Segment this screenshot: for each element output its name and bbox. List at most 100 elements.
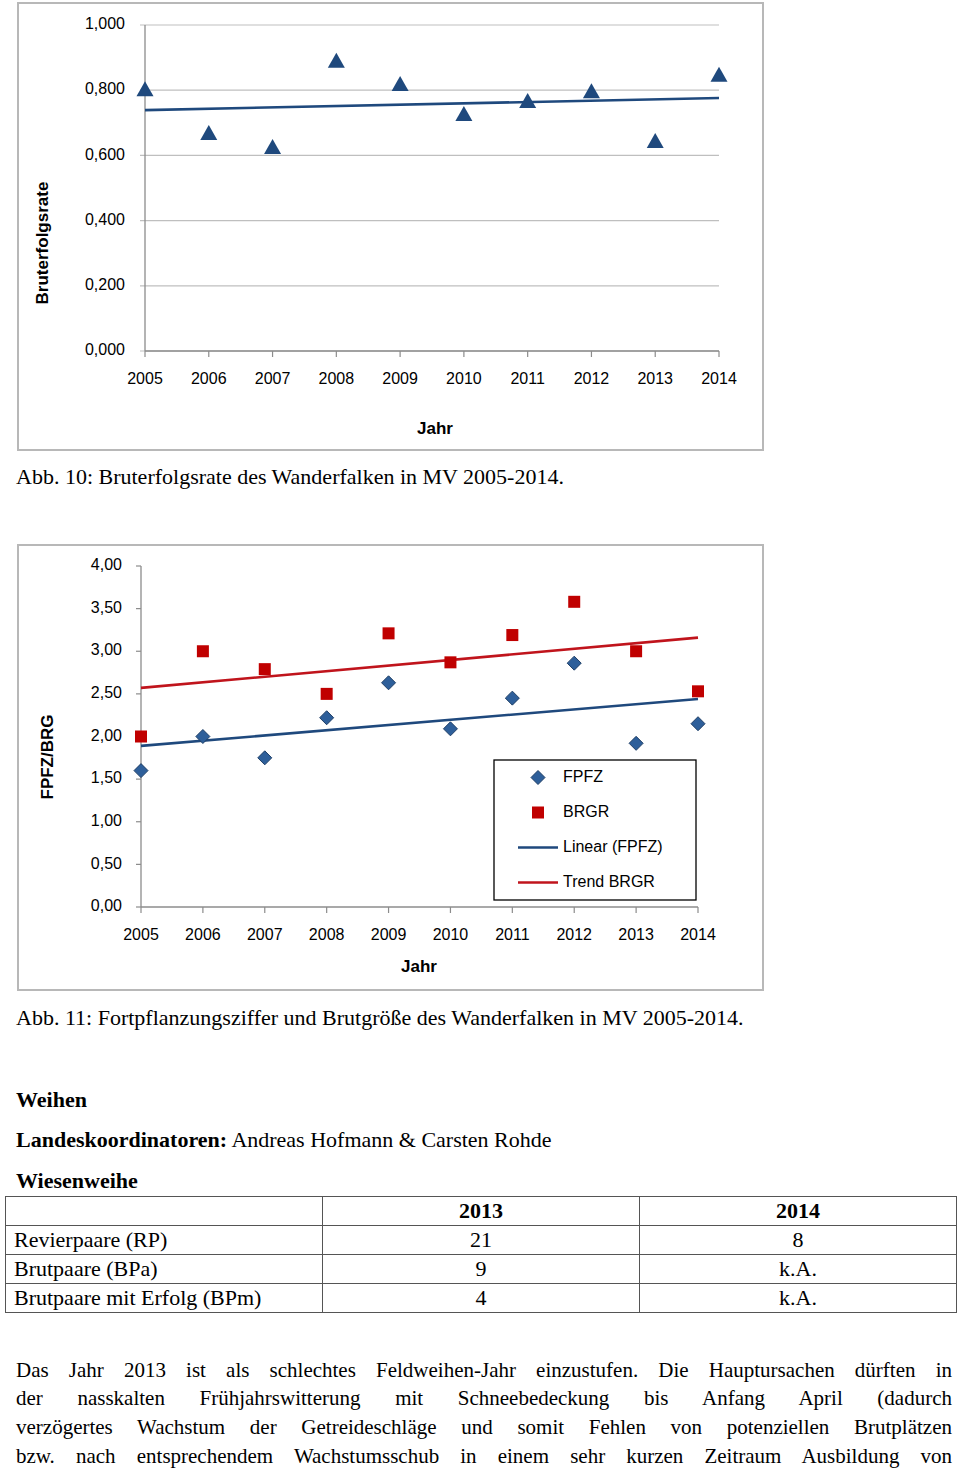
grid-line xyxy=(140,285,719,286)
data-point xyxy=(455,106,472,121)
paragraph-line: verzögertes Wachstum der Getreideschläge… xyxy=(16,1414,952,1440)
legend-line xyxy=(518,881,558,884)
grid-line xyxy=(140,24,719,25)
y-tick xyxy=(136,608,141,609)
data-point xyxy=(519,93,536,108)
x-tick-label: 2008 xyxy=(309,926,345,943)
paragraph-line: Das Jahr 2013 ist als schlechtes Feldwei… xyxy=(16,1357,952,1383)
data-point xyxy=(647,133,664,148)
table-header: 20132014 xyxy=(6,1197,957,1226)
x-tick-label: 2009 xyxy=(371,926,407,943)
chart: 0,000,501,001,502,002,503,003,504,002005… xyxy=(18,545,763,990)
x-tick-label: 2008 xyxy=(319,370,355,387)
table-corner xyxy=(6,1197,323,1226)
coordinators: Landeskoordinatoren: Andreas Hofmann & C… xyxy=(16,1127,552,1153)
data-point xyxy=(629,736,643,750)
plot-area xyxy=(137,53,728,154)
grid-line xyxy=(140,90,719,91)
data-point xyxy=(259,663,271,675)
x-tick xyxy=(463,351,464,357)
x-tick xyxy=(144,351,145,357)
section-heading: Weihen xyxy=(16,1087,87,1113)
data-point xyxy=(691,717,705,731)
x-tick-label: 2009 xyxy=(382,370,418,387)
data-point xyxy=(328,53,345,68)
x-tick xyxy=(655,351,656,357)
grid-line xyxy=(140,155,719,156)
y-tick-label: 2,00 xyxy=(91,727,122,744)
x-tick xyxy=(512,907,513,913)
table-cell: 9 xyxy=(323,1255,640,1284)
table-row: Brutpaare (BPa)9k.A. xyxy=(6,1255,957,1284)
x-tick xyxy=(636,907,637,913)
x-tick-label: 2011 xyxy=(495,926,530,943)
x-axis xyxy=(141,906,698,907)
data-point xyxy=(321,688,333,700)
data-point xyxy=(320,711,334,725)
table-cell: Revierpaare (RP) xyxy=(6,1226,323,1255)
x-tick xyxy=(208,351,209,357)
data-point xyxy=(196,730,210,744)
x-tick-label: 2014 xyxy=(680,926,716,943)
x-tick-label: 2006 xyxy=(185,926,221,943)
data-point xyxy=(567,656,581,670)
table-header-cell: 2013 xyxy=(323,1197,640,1226)
y-tick-label: 2,50 xyxy=(91,684,122,701)
table-header-cell: 2014 xyxy=(640,1197,957,1226)
y-tick-label: 3,00 xyxy=(91,641,122,658)
x-tick xyxy=(388,907,389,913)
data-point xyxy=(392,76,409,91)
coordinators-names: Andreas Hofmann & Carsten Rohde xyxy=(231,1127,551,1152)
data-point xyxy=(382,676,396,690)
x-tick xyxy=(264,907,265,913)
x-tick xyxy=(527,351,528,357)
x-tick-label: 2010 xyxy=(433,926,469,943)
x-tick xyxy=(697,907,698,913)
y-tick-label: 0,600 xyxy=(85,146,125,163)
x-tick-label: 2013 xyxy=(637,370,673,387)
x-tick-label: 2011 xyxy=(510,370,545,387)
table-cell: k.A. xyxy=(640,1284,957,1313)
data-table: 20132014Revierpaare (RP)218Brutpaare (BP… xyxy=(5,1196,957,1313)
paragraph-line: der nasskalten Frühjahrswitterung mit Sc… xyxy=(16,1385,952,1411)
y-tick xyxy=(136,779,141,780)
x-tick xyxy=(336,351,337,357)
x-tick-label: 2013 xyxy=(618,926,654,943)
y-tick-label: 1,00 xyxy=(91,812,122,829)
table-cell: Brutpaare (BPa) xyxy=(6,1255,323,1284)
x-axis xyxy=(145,350,719,351)
y-tick xyxy=(136,821,141,822)
y-tick xyxy=(136,906,141,907)
chart: 0,0000,2000,4000,6000,8001,0002005200620… xyxy=(18,3,763,450)
figure-caption: Abb. 10: Bruterfolgsrate des Wanderfalke… xyxy=(16,464,564,490)
x-tick-label: 2012 xyxy=(574,370,610,387)
data-point xyxy=(692,685,704,697)
legend-label: FPFZ xyxy=(563,768,603,785)
x-tick xyxy=(272,351,273,357)
grid-line xyxy=(140,220,719,221)
grid-line xyxy=(140,350,719,351)
data-point xyxy=(630,645,642,657)
y-axis-title: FPFZ/BRG xyxy=(38,715,57,800)
data-point xyxy=(506,629,518,641)
table-cell: 21 xyxy=(323,1226,640,1255)
x-tick-label: 2014 xyxy=(701,370,737,387)
trend-line xyxy=(145,98,719,110)
y-tick-label: 4,00 xyxy=(91,556,122,573)
y-tick-label: 0,400 xyxy=(85,211,125,228)
x-tick-label: 2005 xyxy=(123,926,159,943)
figure-caption: Abb. 11: Fortpflanzungsziffer und Brutgr… xyxy=(16,1005,744,1031)
y-tick xyxy=(136,651,141,652)
y-tick-label: 0,50 xyxy=(91,855,122,872)
chart-frame xyxy=(18,545,763,990)
x-tick-label: 2010 xyxy=(446,370,482,387)
data-point xyxy=(134,764,148,778)
y-axis-title: Bruterfolgsrate xyxy=(33,182,52,305)
x-tick xyxy=(400,351,401,357)
y-tick xyxy=(136,565,141,566)
data-point xyxy=(443,722,457,736)
table-cell: 4 xyxy=(323,1284,640,1313)
data-point xyxy=(197,645,209,657)
legend-label: Linear (FPFZ) xyxy=(563,838,663,855)
table-row: Brutpaare mit Erfolg (BPm)4k.A. xyxy=(6,1284,957,1313)
